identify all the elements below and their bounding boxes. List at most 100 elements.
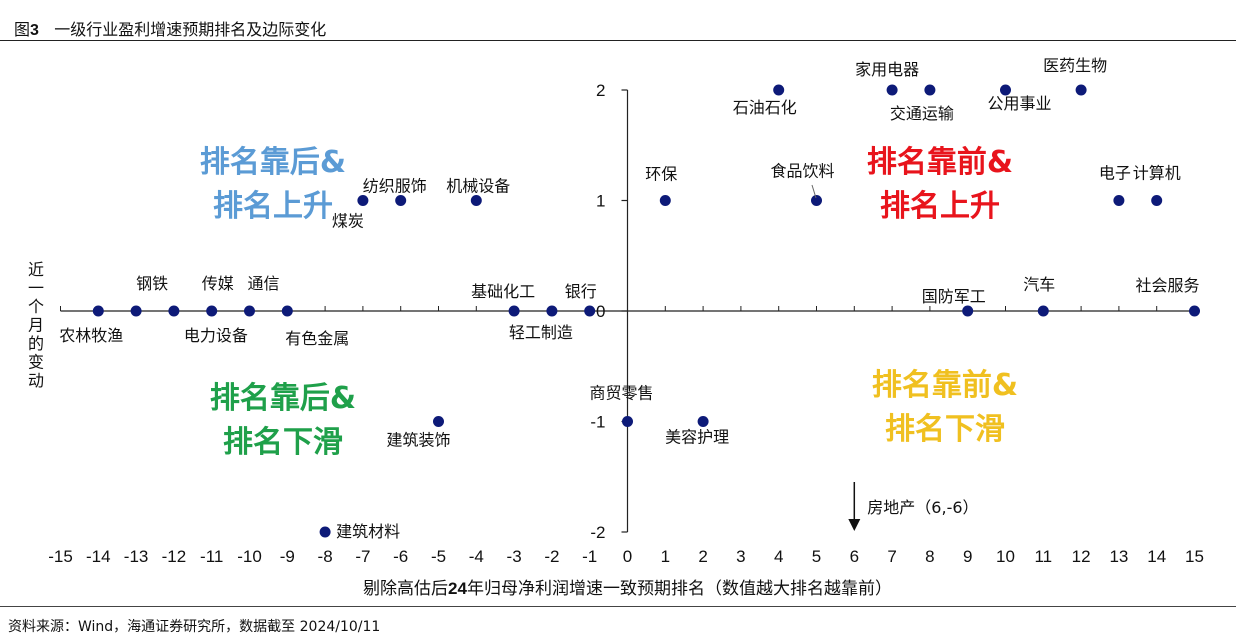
x-tick-label: 15 xyxy=(1185,547,1204,566)
x-tick-label: -3 xyxy=(507,547,522,566)
point-label: 石油石化 xyxy=(733,98,797,117)
y-tick-label: -2 xyxy=(590,523,605,542)
x-tick-label: 4 xyxy=(774,547,783,566)
x-tick-label: -7 xyxy=(355,547,370,566)
y-axis-label-char: 个 xyxy=(28,297,44,316)
data-point xyxy=(697,416,709,427)
x-tick-label: 2 xyxy=(698,547,707,566)
x-tick-label: -10 xyxy=(237,547,262,566)
y-axis-label-char: 近 xyxy=(28,260,44,279)
x-tick-label: -9 xyxy=(280,547,295,566)
x-tick-label: 12 xyxy=(1072,547,1091,566)
quadrant-label-line1: 排名靠后& xyxy=(200,145,346,180)
data-point xyxy=(1075,84,1087,96)
x-tick-label: -12 xyxy=(162,547,187,566)
data-point xyxy=(886,84,898,96)
data-point xyxy=(244,305,255,317)
data-point xyxy=(206,305,218,317)
point-label: 机械设备 xyxy=(446,177,510,196)
x-tick-label: 6 xyxy=(850,547,859,566)
x-tick-label: -11 xyxy=(200,547,223,566)
point-label: 建筑装饰 xyxy=(387,431,451,450)
point-label: 医药生物 xyxy=(1043,56,1107,75)
data-point xyxy=(1000,84,1011,96)
figure-title: 一级行业盈利增速预期排名及边际变化 xyxy=(54,20,327,39)
x-axis-label-part: 剔除高估后 xyxy=(363,579,448,599)
point-label: 计算机 xyxy=(1133,164,1181,183)
point-label: 建筑材料 xyxy=(336,522,400,541)
data-point xyxy=(584,305,596,317)
title-bar: 图3 一级行业盈利增速预期排名及边际变化 xyxy=(0,0,1236,41)
annotation-label: 房地产（6,-6） xyxy=(867,498,978,517)
x-tick-label: 13 xyxy=(1109,547,1128,566)
y-tick-label: 2 xyxy=(596,81,605,100)
quadrant-label-line2: 排名上升 xyxy=(880,189,1000,224)
x-tick-label: 5 xyxy=(812,547,821,566)
x-tick-label: -6 xyxy=(393,547,408,566)
point-label: 商贸零售 xyxy=(590,384,654,403)
annotation-arrow-head xyxy=(848,519,861,531)
data-point xyxy=(811,195,822,206)
point-label: 美容护理 xyxy=(665,428,729,447)
x-axis-label: 剔除高估后24年归母净利润增速一致预期排名（数值越大排名越靠前） xyxy=(363,579,892,599)
point-label: 电力设备 xyxy=(184,326,248,345)
point-label: 银行 xyxy=(565,282,597,301)
x-tick-label: 11 xyxy=(1034,547,1052,566)
data-point xyxy=(773,84,785,96)
x-tick-label: -5 xyxy=(431,547,446,566)
point-label: 通信 xyxy=(248,274,280,293)
point-label: 环保 xyxy=(645,165,677,184)
x-axis-label-part: 24 xyxy=(448,579,467,598)
point-label: 煤炭 xyxy=(332,212,364,231)
point-label: 食品饮料 xyxy=(771,162,835,181)
x-tick-label: -4 xyxy=(469,547,484,566)
data-point xyxy=(281,305,293,317)
y-axis-label-char: 动 xyxy=(28,371,44,390)
point-label: 国防军工 xyxy=(922,287,986,306)
y-tick-label: 0 xyxy=(596,302,605,321)
point-label: 交通运输 xyxy=(890,104,954,123)
point-label: 钢铁 xyxy=(136,274,168,293)
source-bar: 资料来源：Wind，海通证券研究所，数据截至 2024/10/11 xyxy=(0,606,1236,640)
point-label: 电子 xyxy=(1099,164,1131,183)
x-tick-label: -8 xyxy=(318,547,333,566)
data-point xyxy=(924,84,936,96)
point-label: 轻工制造 xyxy=(509,323,573,342)
y-tick-label: 1 xyxy=(596,192,605,211)
x-axis-label-part: 年归母净利润增速一致预期排名（数值越大排名越靠前） xyxy=(467,579,892,599)
data-point xyxy=(319,526,331,538)
x-tick-label: -1 xyxy=(582,547,597,566)
x-tick-label: 1 xyxy=(661,547,670,566)
data-point xyxy=(1037,305,1049,317)
y-axis-label-char: 变 xyxy=(28,353,44,372)
quadrant-label-line1: 排名靠前& xyxy=(867,145,1013,180)
point-label: 传媒 xyxy=(202,274,234,293)
data-point xyxy=(130,305,142,317)
point-label: 社会服务 xyxy=(1136,276,1200,295)
data-point xyxy=(433,416,444,427)
x-tick-label: 10 xyxy=(996,547,1015,566)
quadrant-label-line2: 排名下滑 xyxy=(223,425,343,460)
x-tick-label: 9 xyxy=(963,547,972,566)
scatter-chart: 210-1-2-15 -14 -13 -12 -11 -10 -9 -8 -7 -6 -5 -4 -3-… xyxy=(28,56,1204,599)
data-point xyxy=(92,305,104,317)
y-axis-label-char: 一 xyxy=(28,279,44,298)
point-label: 公用事业 xyxy=(988,94,1052,113)
data-point xyxy=(508,305,520,317)
figure-number: 3 xyxy=(30,22,39,39)
data-point xyxy=(395,195,407,206)
y-axis-label-char: 月 xyxy=(28,316,44,335)
data-point xyxy=(357,195,369,206)
x-tick-label: -14 xyxy=(86,547,111,566)
x-tick-label: -13 xyxy=(124,547,149,566)
point-label: 汽车 xyxy=(1023,275,1055,294)
x-tick-label: 7 xyxy=(887,547,896,566)
point-label: 纺织服饰 xyxy=(363,177,427,196)
leader-line xyxy=(811,184,817,199)
y-axis-label-char: 的 xyxy=(28,334,44,353)
point-label: 基础化工 xyxy=(471,282,535,301)
data-point xyxy=(1151,195,1163,206)
y-tick-label: -1 xyxy=(590,413,605,432)
figure-prefix: 图 xyxy=(14,20,31,39)
data-point xyxy=(622,416,633,427)
